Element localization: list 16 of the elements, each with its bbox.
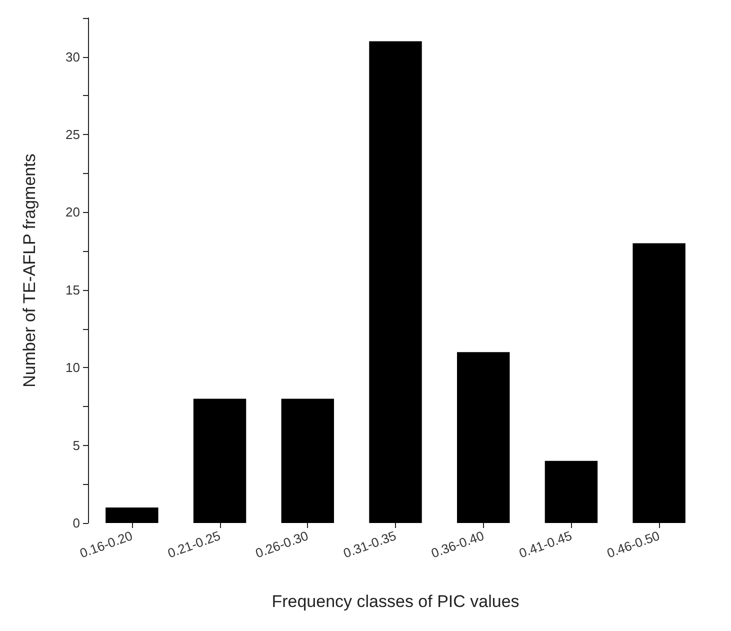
bar (457, 352, 510, 523)
bar (369, 41, 422, 523)
x-axis-title: Frequency classes of PIC values (272, 592, 520, 611)
bar (106, 507, 158, 523)
y-tick-label: 25 (66, 127, 80, 142)
bar (193, 398, 246, 523)
y-tick-label: 15 (66, 282, 80, 298)
bar (544, 460, 598, 523)
y-tick-label: 20 (66, 204, 80, 220)
bar (632, 243, 686, 523)
bar (281, 398, 334, 523)
y-tick-label: 5 (72, 438, 80, 453)
y-tick-label: 30 (66, 49, 80, 64)
y-tick-label: 10 (66, 360, 80, 376)
y-tick-label: 0 (72, 516, 80, 530)
y-axis-title: Number of TE-AFLP fragments (20, 154, 39, 388)
